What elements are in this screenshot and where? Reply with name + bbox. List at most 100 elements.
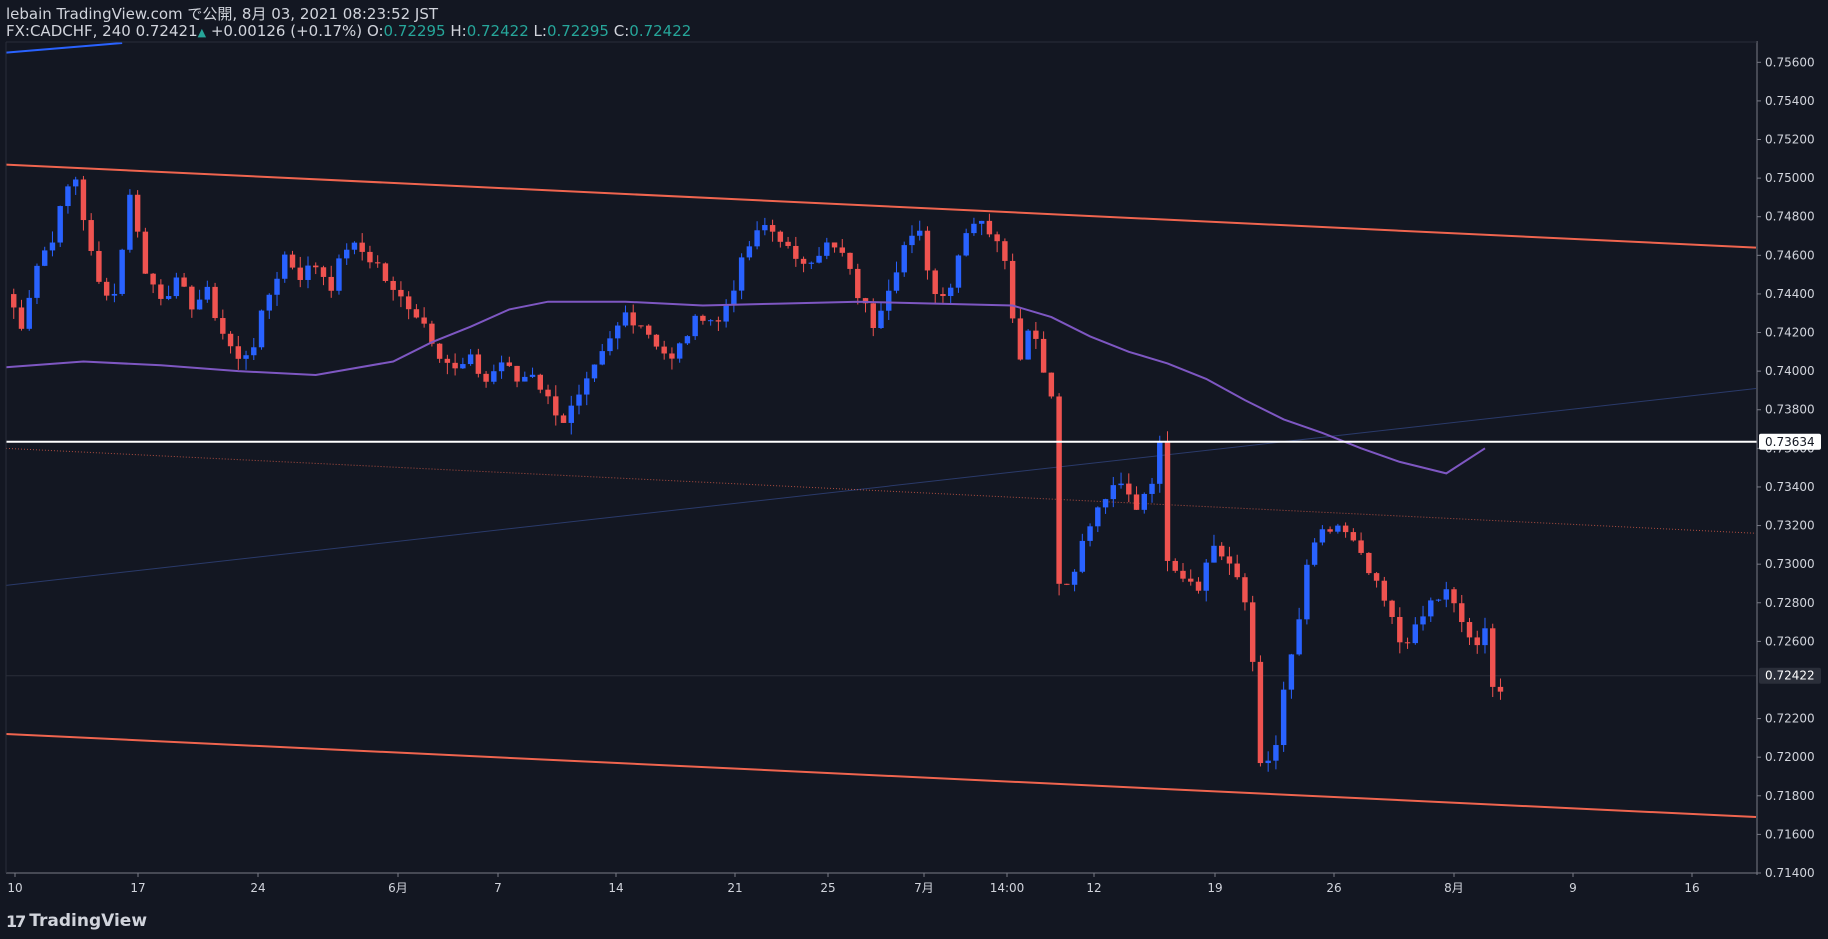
y-tick-label: 0.72200 [1765,712,1815,726]
candle-body [1404,642,1411,644]
candle-body [1412,624,1419,644]
low-value: 0.72295 [546,22,609,40]
candle-body [1257,661,1264,764]
candle-body [1048,372,1055,397]
candle-body [297,267,303,280]
candle-body [971,223,977,234]
horizontal-line-price-label: 0.73634 [1765,435,1815,449]
y-tick-label: 0.73200 [1765,519,1815,533]
x-tick-label: 10 [7,881,22,895]
candle-body [1358,540,1364,553]
candle-body [1195,581,1202,591]
candle-body [305,265,311,280]
candle-body [1428,600,1434,617]
candle-body [545,389,551,397]
candle-body [1211,545,1217,563]
candle-body [11,294,17,308]
faint-trend-line [5,388,1757,586]
candle-body [1335,525,1341,532]
candle-body [762,225,768,231]
candle-body [320,267,327,277]
x-tick-label: 17 [130,881,145,895]
candle-body [150,273,156,285]
tradingview-logo[interactable]: 𝟭𝟳 TradingView [6,911,147,931]
candle-body [189,286,195,310]
candle-body [824,242,830,256]
candle-body [1466,622,1473,638]
candle-body [684,336,691,344]
candle-body [1002,241,1008,261]
y-tick-label: 0.75400 [1765,94,1815,108]
candle-body [1102,499,1109,508]
candle-body [119,249,125,294]
symbol-label[interactable]: FX:CADCHF, 240 [6,22,131,40]
candle-body [994,234,1000,242]
candle-body [1280,689,1287,746]
y-tick-label: 0.73000 [1765,557,1815,571]
y-tick-label: 0.73400 [1765,480,1815,494]
candle-body [158,284,164,299]
candle-body [924,230,931,271]
y-tick-label: 0.75600 [1765,55,1815,69]
candle-body [204,286,211,300]
candle-body [398,289,404,297]
chart-header: lebain TradingView.com で公開, 8月 03, 2021 … [6,6,691,41]
candle-body [1218,545,1225,557]
candle-body [731,290,737,305]
candle-body [429,323,435,344]
candle-body [638,325,644,327]
candle-body [1304,564,1310,620]
candle-body [940,294,946,297]
candle-body [1226,556,1233,564]
candle-body [1126,483,1132,495]
publisher-line: lebain TradingView.com で公開, 8月 03, 2021 … [6,5,439,23]
close-label: C: [613,22,630,40]
candle-body [460,364,466,369]
close-value: 0.72422 [629,22,692,40]
channel-midline [5,447,1757,534]
candle-body [1490,628,1496,687]
candle-body [1033,330,1039,339]
x-tick-label: 16 [1684,881,1699,895]
candle-body [243,355,249,359]
candle-body [1009,260,1016,319]
candle-body [1474,637,1480,646]
candle-body [1040,338,1047,373]
candle-body [251,347,257,356]
current-price-label: 0.72422 [1765,669,1815,683]
candle-body [1064,583,1070,585]
candle-body [800,258,807,264]
candle-body [382,263,389,281]
candle-body [34,265,40,298]
plot-area[interactable] [5,42,1757,819]
candle-body [413,309,420,318]
moving-average-line [5,300,1486,475]
current-price-label-bg [1759,667,1821,684]
candle-body [862,298,869,304]
y-tick-label: 0.74600 [1765,248,1815,262]
candle-body [1342,525,1349,533]
candle-body [1420,616,1426,625]
candle-body [1079,540,1086,572]
candle-body [103,281,110,296]
candle-body [181,277,187,287]
candle-body [196,299,203,310]
x-tick-label: 14:00 [990,881,1025,895]
candle-body [1025,330,1031,360]
y-tick-label: 0.74000 [1765,364,1815,378]
candle-body [1288,654,1295,690]
candle-body [235,346,242,359]
top-left-trend-line [5,42,123,54]
candle-body [367,251,373,263]
candle-body [1157,442,1163,484]
y-tick-label: 0.72000 [1765,750,1815,764]
low-label: L: [533,22,547,40]
candle-body [88,220,94,251]
y-tick-label: 0.75000 [1765,171,1815,185]
open-value: 0.72295 [383,22,446,40]
candle-body [142,231,149,274]
candle-body [1373,573,1380,581]
candle-body [1095,507,1101,527]
candle-body [1319,529,1326,543]
